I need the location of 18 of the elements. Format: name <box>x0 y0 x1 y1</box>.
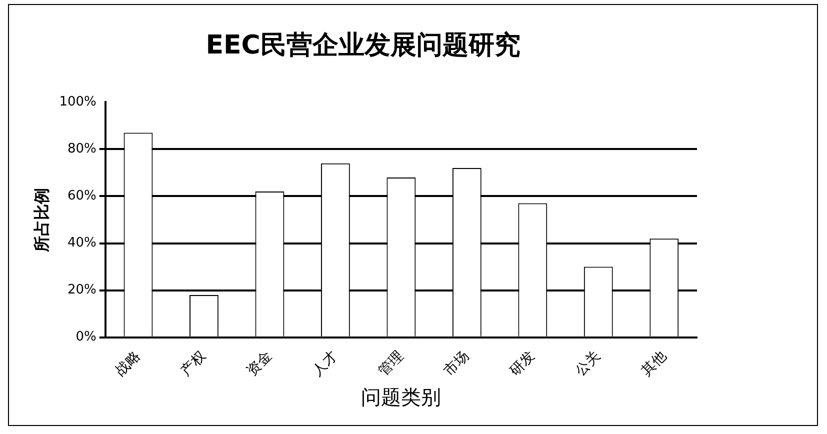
x-tick-label: 管理 <box>375 348 407 380</box>
y-tick-label: 0% <box>76 330 96 345</box>
x-axis-title: 问题类别 <box>361 385 442 410</box>
y-tick-label: 60% <box>67 188 96 204</box>
x-tick-label: 其他 <box>638 348 670 380</box>
y-tick-label: 80% <box>67 142 96 157</box>
y-tick-label: 100% <box>59 94 96 110</box>
y-tick-label: 20% <box>67 282 96 298</box>
chart-title: EEC民营企业发展问题研究 <box>206 30 520 60</box>
x-tick-label: 研发 <box>506 348 538 380</box>
y-axis-title: 所占比例 <box>32 188 51 253</box>
x-tick-label: 市场 <box>441 348 472 380</box>
x-tick-label: 战略 <box>112 348 144 380</box>
x-tick-label: 公关 <box>572 348 604 380</box>
x-tick-label: 资金 <box>244 348 276 380</box>
x-tick-label: 产权 <box>178 348 210 380</box>
y-tick-label: 40% <box>67 236 96 251</box>
x-tick-label: 人才 <box>310 348 341 380</box>
